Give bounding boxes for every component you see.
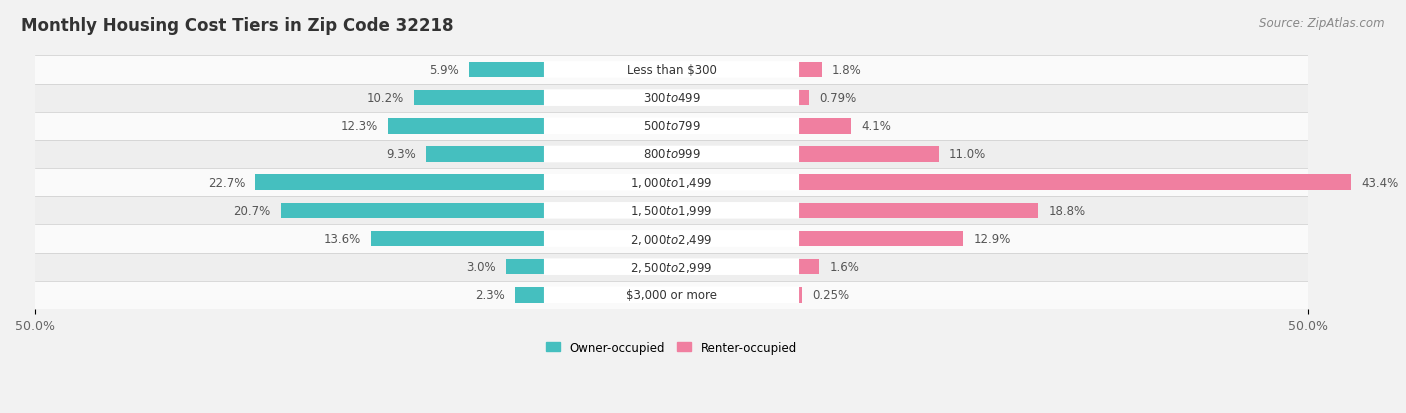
Bar xyxy=(281,203,544,218)
Bar xyxy=(799,175,1351,190)
Text: 1.8%: 1.8% xyxy=(832,64,862,77)
Text: 9.3%: 9.3% xyxy=(385,148,416,161)
Bar xyxy=(799,91,808,106)
Text: 12.3%: 12.3% xyxy=(340,120,377,133)
Text: $800 to $999: $800 to $999 xyxy=(643,148,700,161)
Text: $500 to $799: $500 to $799 xyxy=(643,120,700,133)
Text: $2,500 to $2,999: $2,500 to $2,999 xyxy=(630,260,713,274)
Text: 3.0%: 3.0% xyxy=(467,261,496,273)
Bar xyxy=(35,281,1308,309)
Text: Less than $300: Less than $300 xyxy=(627,64,717,77)
Bar xyxy=(799,203,1038,218)
Text: 4.1%: 4.1% xyxy=(860,120,891,133)
Bar xyxy=(799,259,820,275)
Text: 11.0%: 11.0% xyxy=(949,148,986,161)
FancyBboxPatch shape xyxy=(544,174,799,191)
FancyBboxPatch shape xyxy=(544,62,799,78)
Text: Source: ZipAtlas.com: Source: ZipAtlas.com xyxy=(1260,17,1385,29)
Text: 43.4%: 43.4% xyxy=(1361,176,1399,189)
Bar xyxy=(35,225,1308,253)
Text: $1,500 to $1,999: $1,500 to $1,999 xyxy=(630,204,713,218)
Bar xyxy=(799,63,821,78)
Text: 0.79%: 0.79% xyxy=(820,92,856,105)
Text: 20.7%: 20.7% xyxy=(233,204,270,217)
Bar xyxy=(35,197,1308,225)
Bar xyxy=(799,231,963,247)
Text: 18.8%: 18.8% xyxy=(1049,204,1085,217)
FancyBboxPatch shape xyxy=(544,259,799,275)
Bar xyxy=(371,231,544,247)
Bar xyxy=(256,175,544,190)
Bar xyxy=(506,259,544,275)
Text: $2,000 to $2,499: $2,000 to $2,499 xyxy=(630,232,713,246)
Text: 2.3%: 2.3% xyxy=(475,289,505,301)
Bar xyxy=(35,84,1308,112)
Text: $3,000 or more: $3,000 or more xyxy=(626,289,717,301)
FancyBboxPatch shape xyxy=(544,118,799,135)
Text: 22.7%: 22.7% xyxy=(208,176,245,189)
Bar xyxy=(35,140,1308,169)
FancyBboxPatch shape xyxy=(544,202,799,219)
Text: 1.6%: 1.6% xyxy=(830,261,859,273)
Text: 0.25%: 0.25% xyxy=(813,289,849,301)
Bar xyxy=(799,119,851,134)
Bar xyxy=(35,56,1308,84)
Text: 13.6%: 13.6% xyxy=(323,233,361,245)
Bar xyxy=(35,169,1308,197)
Bar xyxy=(35,253,1308,281)
Bar xyxy=(470,63,544,78)
Bar xyxy=(799,147,939,162)
Text: 10.2%: 10.2% xyxy=(367,92,404,105)
Bar xyxy=(799,287,801,303)
FancyBboxPatch shape xyxy=(544,146,799,163)
Bar xyxy=(388,119,544,134)
Bar xyxy=(515,287,544,303)
Bar xyxy=(35,112,1308,140)
FancyBboxPatch shape xyxy=(544,287,799,304)
Legend: Owner-occupied, Renter-occupied: Owner-occupied, Renter-occupied xyxy=(541,337,801,359)
FancyBboxPatch shape xyxy=(544,90,799,107)
Text: 5.9%: 5.9% xyxy=(429,64,458,77)
FancyBboxPatch shape xyxy=(544,230,799,247)
Bar xyxy=(426,147,544,162)
Text: $1,000 to $1,499: $1,000 to $1,499 xyxy=(630,176,713,190)
Bar xyxy=(415,91,544,106)
Text: 12.9%: 12.9% xyxy=(973,233,1011,245)
Text: $300 to $499: $300 to $499 xyxy=(643,92,700,105)
Text: Monthly Housing Cost Tiers in Zip Code 32218: Monthly Housing Cost Tiers in Zip Code 3… xyxy=(21,17,454,34)
